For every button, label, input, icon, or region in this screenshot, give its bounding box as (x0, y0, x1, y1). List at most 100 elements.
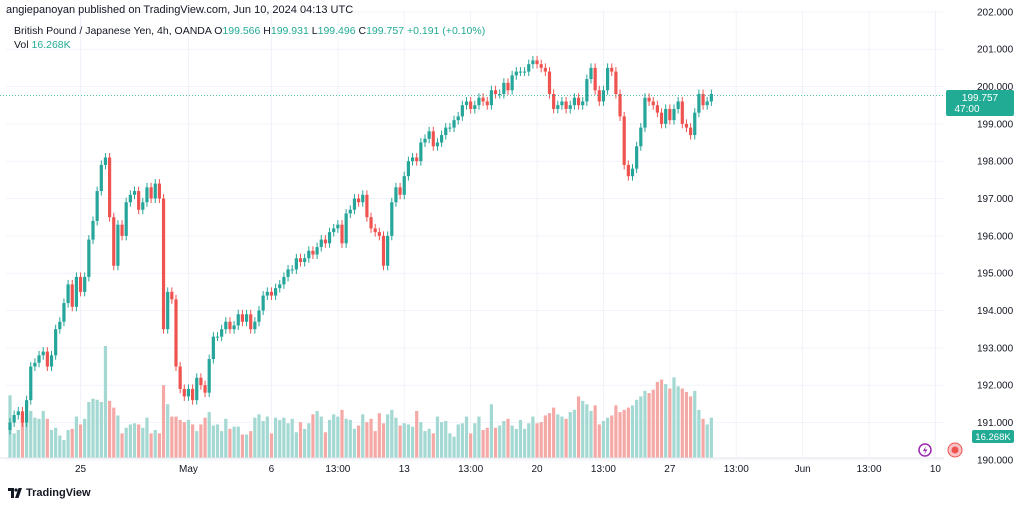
candle-body (593, 67, 597, 91)
volume-label: 16.268K (972, 430, 1014, 443)
volume-bar (473, 423, 477, 458)
volume-bar (323, 432, 327, 458)
candle-body (54, 329, 58, 356)
candle-body (137, 191, 141, 210)
candle-body (635, 146, 639, 169)
volume-bar (427, 428, 431, 458)
volume-bar (489, 404, 493, 458)
volume-bar (572, 409, 576, 458)
volume-bar (33, 417, 37, 458)
volume-bar (352, 428, 357, 458)
volume-bar (29, 410, 33, 458)
volume-bar (137, 424, 141, 458)
candle-body (120, 224, 124, 236)
volume-bar (440, 422, 444, 458)
candle-body (394, 187, 398, 203)
publisher-line: angiepanoyan published on TradingView.co… (6, 4, 354, 16)
volume-bar (307, 423, 311, 458)
candle-body (630, 168, 635, 177)
candle-body (668, 108, 672, 121)
candle-body (298, 258, 303, 262)
candle-body (16, 411, 20, 416)
volume-bar (381, 423, 386, 458)
candle-body (693, 112, 697, 136)
volume-bar (232, 426, 236, 458)
candle-body (664, 108, 668, 124)
candle-body (166, 291, 170, 330)
price-axis[interactable]: 202.000 201.000 200.000 199.000 198.000 197.0… (944, 0, 1024, 505)
volume-legend[interactable]: Vol 16.268K (14, 39, 71, 51)
candle-body (489, 90, 493, 106)
candle-body (556, 105, 560, 109)
candle-body (618, 94, 622, 117)
candle-body (128, 194, 132, 203)
volume-bar (124, 427, 128, 458)
time-tick-label: 25 (75, 464, 87, 475)
volume-label-text: Vol (14, 39, 29, 51)
volume-bar (576, 396, 581, 458)
volume-bar (543, 415, 547, 458)
candle-body (153, 183, 157, 199)
candle-body (78, 276, 83, 292)
candle-body (344, 213, 348, 244)
volume-bar (186, 419, 191, 458)
candle-body (269, 291, 274, 296)
candle-body (581, 101, 585, 106)
candle-body (108, 157, 112, 218)
open-value: 199.566 (222, 25, 261, 37)
volume-bar (357, 425, 361, 458)
time-tick-label: 13:00 (458, 464, 483, 475)
volume-bar (336, 416, 340, 458)
volume-bar (535, 423, 539, 458)
volume-bar (274, 417, 278, 458)
candle-body (606, 67, 610, 91)
time-tick-label: 13:00 (724, 464, 749, 475)
volume-bar (178, 419, 182, 458)
candle-body (647, 97, 651, 102)
event-flag-icon[interactable] (947, 442, 963, 458)
candle-body (195, 377, 199, 401)
volume-bar (485, 427, 489, 458)
candle-body (249, 314, 253, 330)
volume-bar (344, 418, 348, 458)
candle-body (336, 224, 340, 229)
candle-body (527, 64, 531, 72)
candle-body (514, 71, 518, 76)
candle-body (282, 276, 286, 285)
volume-bar (668, 388, 672, 458)
candle-body (33, 362, 37, 367)
candle-body (415, 157, 419, 162)
candle-body (614, 71, 618, 94)
candle-body (303, 258, 307, 262)
volume-bar (12, 433, 16, 458)
candle-body (132, 191, 137, 195)
candle-body (174, 299, 178, 367)
volume-bar (539, 422, 543, 458)
candle-body (564, 101, 568, 109)
candle-body (161, 198, 166, 330)
time-axis[interactable]: 25 May 6 13:00 13 13:00 20 13:00 27 13:00 Jun 13:00… (0, 457, 944, 475)
volume-bar (83, 418, 87, 458)
lightning-icon[interactable] (918, 443, 932, 457)
volume-value: 16.268K (31, 39, 71, 51)
tradingview-brand[interactable]: TradingView (8, 487, 91, 499)
volume-bar (269, 433, 274, 458)
brand-text: TradingView (26, 487, 91, 499)
volume-bar (622, 409, 626, 458)
candle-body (240, 314, 244, 322)
volume-bar (191, 424, 195, 458)
volume-bar (419, 422, 423, 458)
volume-bar (207, 412, 211, 458)
volume-bar (369, 418, 373, 458)
volume-bar (390, 409, 394, 458)
volume-bar (618, 412, 622, 458)
close-value: 199.757 (366, 25, 405, 37)
volume-bar (365, 422, 369, 458)
volume-bar (444, 421, 448, 458)
volume-bar (16, 430, 20, 458)
symbol-legend[interactable]: British Pound / Japanese Yen, 4h, OANDA … (14, 25, 485, 37)
candle-body (469, 101, 473, 109)
volume-bar (568, 412, 572, 458)
candle-body (116, 224, 120, 266)
